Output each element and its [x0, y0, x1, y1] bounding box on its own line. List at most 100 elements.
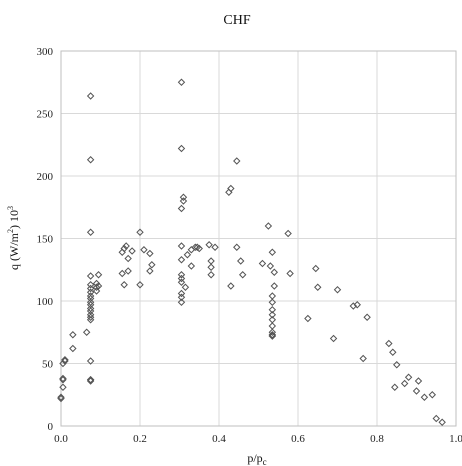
y-tick-label: 300 [37, 46, 54, 58]
data-point [177, 298, 186, 306]
data-point [207, 263, 215, 271]
y-tick-label: 50 [42, 359, 54, 371]
data-point [183, 251, 192, 259]
plot-area [60, 50, 457, 427]
y-axis-label-main: q (W/m [7, 232, 21, 270]
data-point [136, 281, 144, 289]
data-point [414, 377, 423, 385]
y-tick-label: 100 [37, 296, 54, 308]
data-point [284, 229, 292, 238]
data-point [268, 311, 277, 319]
x-axis-label: p/pc [247, 451, 266, 466]
x-tick-label: 0.8 [370, 433, 384, 445]
data-point [92, 287, 101, 295]
data-point [268, 331, 277, 339]
data-point [432, 414, 440, 423]
data-point [86, 281, 95, 289]
data-point [211, 243, 219, 251]
data-point [268, 328, 277, 336]
data-point [312, 264, 320, 273]
data-point [128, 247, 136, 255]
data-point [61, 356, 69, 364]
data-point [86, 92, 95, 100]
x-tick-label: 0.2 [133, 433, 147, 445]
data-point [177, 274, 186, 283]
data-point [438, 418, 446, 426]
data-point [86, 284, 95, 293]
data-point [57, 394, 65, 403]
data-point [86, 377, 95, 385]
data-point [120, 281, 128, 289]
data-point [389, 348, 397, 356]
data-point [391, 383, 399, 391]
data-point [86, 313, 95, 321]
y-tick-label: 0 [48, 421, 54, 433]
chart-title: CHF [223, 13, 250, 28]
x-axis-label-subscript: c [263, 457, 267, 466]
data-point [238, 271, 247, 279]
data-point [181, 283, 190, 291]
data-point [69, 344, 77, 353]
data-point [187, 246, 196, 254]
data-point [268, 292, 277, 300]
data-point [349, 302, 358, 310]
data-point [207, 271, 215, 279]
data-point [195, 244, 203, 253]
data-point [86, 288, 95, 296]
data-point [177, 78, 186, 86]
data-point [359, 354, 367, 363]
y-axis-label-sup: 2 [6, 229, 15, 233]
data-point [118, 269, 126, 278]
data-point [333, 286, 342, 294]
data-point [177, 278, 186, 286]
data-point [385, 339, 393, 348]
data-point [86, 272, 95, 280]
data-point [207, 257, 215, 265]
data-point [177, 256, 186, 264]
data-point [404, 373, 413, 381]
data-point [179, 193, 188, 201]
data-point [86, 228, 95, 236]
data-point [353, 301, 361, 309]
data-point [177, 242, 186, 250]
data-point [136, 228, 144, 236]
data-point [86, 357, 95, 365]
data-point [268, 322, 277, 330]
x-tick-label: 0.6 [291, 433, 305, 445]
data-point [177, 289, 186, 298]
y-axis-label-tail: ) 10 [7, 210, 21, 229]
y-tick-label: 150 [37, 234, 54, 246]
data-point [177, 293, 186, 301]
data-point [270, 282, 279, 290]
data-point [148, 261, 156, 269]
data-point [363, 313, 371, 321]
data-point [82, 328, 91, 336]
data-point [69, 331, 77, 339]
data-point [187, 262, 196, 270]
x-axis-ticks: 0.0 0.2 0.4 0.6 0.8 1.0 [54, 433, 462, 445]
data-point [57, 393, 65, 401]
data-point [314, 283, 322, 291]
data-point [59, 376, 67, 384]
data-point [329, 334, 338, 343]
data-point [124, 254, 132, 263]
data-point [268, 248, 277, 256]
data-point [266, 262, 275, 270]
data-point [86, 376, 95, 384]
data-point [270, 268, 279, 276]
data-point [205, 241, 213, 249]
x-tick-label: 1.0 [449, 433, 462, 445]
data-point [227, 184, 235, 193]
data-point [268, 298, 277, 306]
data-point [177, 271, 186, 279]
y-axis-ticks: 0 50 100 150 200 250 300 [37, 46, 54, 433]
data-point [177, 204, 186, 213]
data-point [86, 311, 95, 319]
data-point [179, 197, 188, 205]
data-point [400, 379, 409, 388]
data-point [61, 357, 69, 365]
x-tick-label: 0.4 [212, 433, 226, 445]
grid [60, 50, 457, 427]
y-tick-label: 200 [37, 171, 54, 183]
data-point [191, 243, 200, 251]
